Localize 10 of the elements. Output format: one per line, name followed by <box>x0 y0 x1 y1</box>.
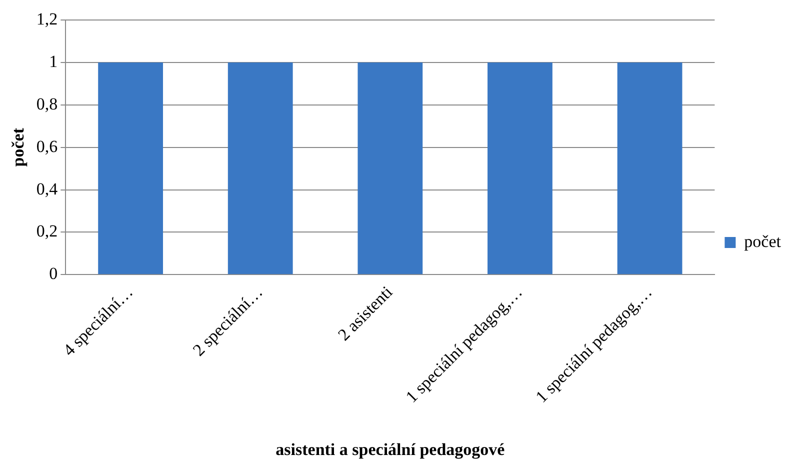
y-tick-label: 0,2 <box>36 222 58 241</box>
y-tick-label: 0,6 <box>36 136 58 156</box>
x-axis-title: asistenti a speciální pedagogové <box>276 440 506 460</box>
y-tick-label: 0 <box>49 264 58 284</box>
legend-label: počet <box>744 232 782 251</box>
y-tick-label: 0,8 <box>36 94 58 114</box>
y-axis-title: počet <box>8 128 28 167</box>
y-tick-label: 1,2 <box>36 9 58 28</box>
y-tick-label: 1 <box>49 52 58 71</box>
y-tick-label: 0,4 <box>36 179 58 198</box>
